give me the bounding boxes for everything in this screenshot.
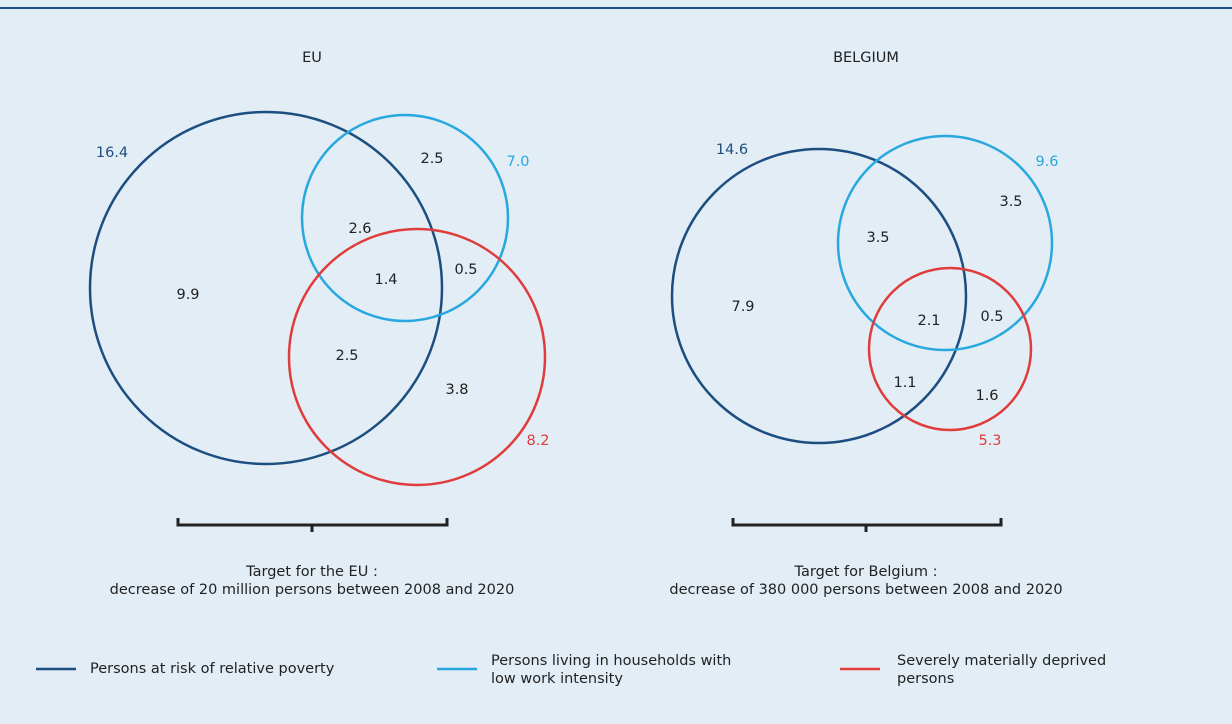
region-value: 2.6 [348, 221, 371, 237]
set-total: 14.6 [716, 142, 748, 158]
set-total: 5.3 [978, 433, 1001, 449]
set-total: 8.2 [526, 433, 549, 449]
panel-title: BELGIUM [833, 50, 899, 66]
set-total: 9.6 [1035, 154, 1058, 170]
target-text: Target for the EU : [245, 564, 378, 580]
region-value: 2.1 [917, 313, 940, 329]
set-total: 16.4 [96, 145, 128, 161]
region-value: 3.5 [866, 230, 889, 246]
set-total: 7.0 [506, 154, 529, 170]
target-text: decrease of 20 million persons between 2… [110, 582, 515, 598]
region-value: 2.5 [335, 348, 358, 364]
legend-label: persons [897, 671, 954, 687]
region-value: 9.9 [176, 287, 199, 303]
region-value: 1.4 [374, 272, 397, 288]
region-value: 7.9 [731, 299, 754, 315]
region-value: 1.1 [893, 375, 916, 391]
deprivation-circle [867, 266, 1033, 432]
legend-label: low work intensity [491, 671, 623, 687]
work-intensity-circle [300, 113, 510, 323]
legend-label: Persons living in households with [491, 653, 731, 669]
target-bracket [731, 518, 1003, 532]
panel-title: EU [302, 50, 322, 66]
region-value: 3.5 [999, 194, 1022, 210]
target-text: Target for Belgium : [794, 564, 938, 580]
deprivation-circle [287, 227, 547, 487]
region-value: 3.8 [445, 382, 468, 398]
region-value: 2.5 [420, 151, 443, 167]
poverty-circle [670, 147, 968, 445]
work-intensity-circle [836, 134, 1054, 352]
region-value: 0.5 [454, 262, 477, 278]
region-value: 1.6 [975, 388, 998, 404]
poverty-circle [88, 110, 444, 466]
legend-label: Severely materially deprived [897, 653, 1106, 669]
target-bracket [176, 518, 449, 532]
eu-circles [88, 110, 547, 487]
region-value: 0.5 [980, 309, 1003, 325]
target-text: decrease of 380 000 persons between 2008… [669, 582, 1062, 598]
legend-label: Persons at risk of relative poverty [90, 661, 335, 677]
belgium-circles [670, 134, 1054, 445]
